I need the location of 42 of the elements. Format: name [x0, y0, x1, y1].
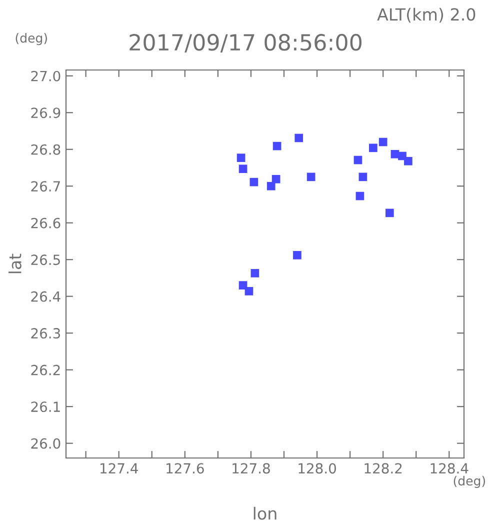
- point: [250, 269, 260, 278]
- point: [250, 178, 258, 186]
- y-tick-label: 26.1: [31, 402, 60, 412]
- y-tick-label: 26.8: [31, 144, 60, 155]
- text: (deg): [16, 33, 47, 46]
- point: [404, 156, 412, 166]
- x-tick-label: 127.6: [166, 463, 204, 474]
- point: [238, 281, 248, 290]
- point: [272, 174, 280, 184]
- point: [369, 144, 378, 152]
- point: [306, 172, 316, 182]
- y-tick-label: 26.6: [31, 218, 60, 228]
- point: [378, 138, 388, 146]
- point: [358, 172, 368, 182]
- x-axis-title: lon: [254, 506, 276, 520]
- chart-title: 2017/09/17 08:56:00: [130, 34, 362, 52]
- y-tick-label: 26.0: [31, 438, 60, 449]
- x-tick-label: 128.4: [430, 463, 468, 474]
- y-tick-label: 27.0: [31, 70, 60, 82]
- y-tick-label: 26.3: [31, 328, 60, 339]
- x-tick-label: 127.8: [232, 463, 270, 474]
- point: [236, 154, 246, 162]
- x-tick-label: 128.0: [298, 463, 336, 474]
- y-axis-title: lat: [8, 254, 22, 274]
- point: [272, 142, 282, 150]
- y-tick-label: 26.9: [31, 108, 60, 118]
- x-tick-label: 127.4: [100, 463, 138, 474]
- y-tick-label: 26.7: [31, 181, 60, 192]
- point: [354, 156, 362, 164]
- y-tick-label: 26.5: [31, 254, 60, 266]
- point: [294, 134, 304, 142]
- point: [386, 208, 394, 218]
- text: (deg): [454, 476, 486, 488]
- y-tick-label: 26.4: [31, 291, 60, 302]
- point: [238, 164, 248, 174]
- point: [356, 192, 364, 200]
- x-tick-label: 128.2: [364, 463, 402, 474]
- point: [293, 251, 302, 260]
- point: [244, 287, 254, 296]
- y-tick-label: 26.2: [31, 364, 60, 376]
- point: [266, 182, 276, 190]
- chart-subtitle: ALT(km) 2.0: [377, 8, 476, 23]
